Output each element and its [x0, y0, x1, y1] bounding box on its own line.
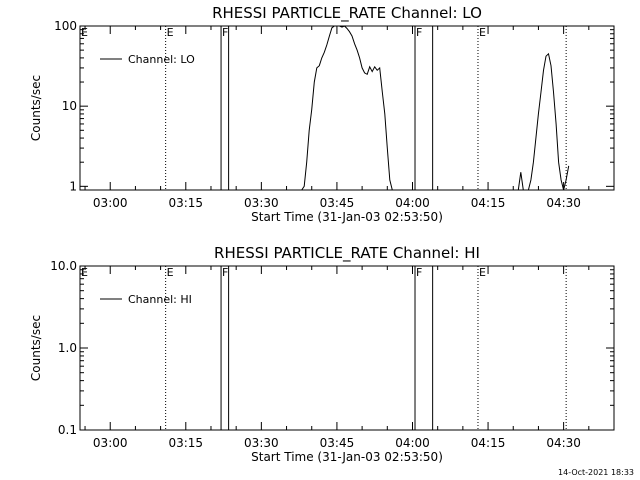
legend-label: Channel: LO	[128, 53, 195, 66]
x-tick-label: 04:00	[395, 196, 430, 210]
edge-flag-label: E	[81, 266, 88, 279]
plot-frame	[79, 25, 615, 191]
series-line	[527, 52, 570, 191]
y-tick-label: 100	[54, 19, 77, 33]
plot-frame	[79, 265, 615, 431]
flag-label: F	[416, 26, 422, 39]
x-tick-label: 04:00	[395, 436, 430, 450]
chart-title: RHESSI PARTICLE_RATE Channel: LO	[212, 4, 482, 23]
flag-label: E	[479, 266, 486, 279]
chart-panel-lo: RHESSI PARTICLE_RATE Channel: LO 03:00 03:…	[29, 4, 615, 224]
x-tick-label: 03:30	[244, 196, 279, 210]
x-tick-label: 03:15	[168, 196, 203, 210]
x-tick-label: 03:15	[168, 436, 203, 450]
y-tick-label: 1.0	[58, 341, 77, 355]
chart-title: RHESSI PARTICLE_RATE Channel: HI	[214, 244, 480, 263]
y-axis-label: Counts/sec	[29, 75, 43, 141]
flag-label: E	[167, 266, 174, 279]
x-axis-label: Start Time (31-Jan-03 02:53:50)	[251, 210, 443, 224]
y-tick-label: 0.1	[58, 423, 77, 437]
x-tick-label: 04:15	[471, 436, 506, 450]
y-tick-label: 10.0	[50, 259, 77, 273]
series-line	[301, 25, 393, 191]
timestamp-footer: 14-Oct-2021 18:33	[558, 468, 634, 477]
y-tick-label: 10	[62, 99, 77, 113]
flag-label: E	[479, 26, 486, 39]
x-tick-label: 03:45	[320, 436, 355, 450]
chart-panel-hi: RHESSI PARTICLE_RATE Channel: HI 03:00 03:…	[29, 244, 615, 464]
x-tick-label: 03:45	[320, 196, 355, 210]
legend-label: Channel: HI	[128, 293, 192, 306]
x-tick-label: 04:30	[546, 196, 581, 210]
flag-label: F	[222, 266, 228, 279]
flag-label: E	[167, 26, 174, 39]
y-axis-label: Counts/sec	[29, 315, 43, 381]
x-tick-label: 04:30	[546, 436, 581, 450]
x-tick-label: 03:00	[93, 436, 128, 450]
y-tick-label: 1	[69, 179, 77, 193]
x-axis-label: Start Time (31-Jan-03 02:53:50)	[251, 450, 443, 464]
x-tick-label: 04:15	[471, 196, 506, 210]
x-tick-label: 03:30	[244, 436, 279, 450]
x-tick-label: 03:00	[93, 196, 128, 210]
flag-label: F	[222, 26, 228, 39]
flag-label: F	[416, 266, 422, 279]
series-line	[517, 172, 524, 191]
edge-flag-label: E	[81, 26, 88, 39]
